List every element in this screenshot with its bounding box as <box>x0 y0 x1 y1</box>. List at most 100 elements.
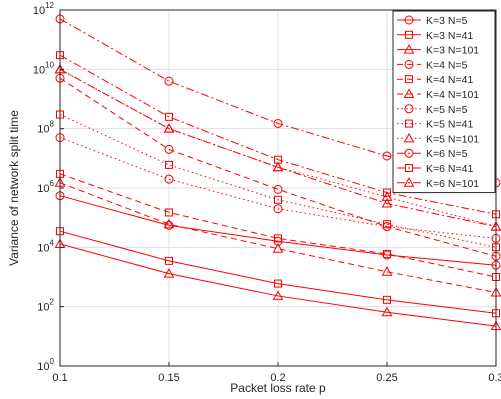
data-point-marker <box>383 188 391 197</box>
data-point-marker <box>404 104 414 114</box>
data-point-marker <box>404 148 414 158</box>
data-point-marker <box>381 306 393 317</box>
series-line <box>59 195 497 266</box>
data-point-marker <box>382 151 392 161</box>
series-line <box>59 173 497 278</box>
series-line <box>59 68 497 228</box>
y-tick-label: 1010 <box>33 60 55 76</box>
data-point-marker <box>272 161 284 172</box>
y-tick-label: 106 <box>37 179 54 195</box>
data-point-marker <box>164 174 174 184</box>
legend-label: K=4 N=41 <box>426 74 473 86</box>
legend-entry: K=4 N=41 <box>397 74 473 86</box>
legend-box <box>392 10 496 194</box>
y-tick-base: 10 <box>33 64 45 76</box>
data-point-marker <box>163 218 175 229</box>
y-tick-label: 1012 <box>33 1 55 17</box>
series-line <box>59 18 497 184</box>
data-point-marker <box>383 295 391 304</box>
legend-label: K=6 N=5 <box>426 148 468 160</box>
y-tick-base: 10 <box>37 124 49 136</box>
data-point-marker <box>272 290 284 300</box>
y-axis-label: Variance of network split time <box>7 110 21 266</box>
legend-label: K=4 N=101 <box>426 89 479 101</box>
data-point-marker <box>405 75 413 84</box>
data-point-marker <box>165 208 173 217</box>
y-tick-exponent: 4 <box>50 238 55 247</box>
legend-entry: K=5 N=5 <box>397 104 468 116</box>
legend-label: K=4 N=5 <box>426 59 468 71</box>
legend-entry: K=3 N=5 <box>397 15 468 27</box>
data-point-marker <box>164 144 174 154</box>
y-tick-exponent: 10 <box>45 60 54 69</box>
series-line <box>59 114 497 248</box>
legend-label: K=6 N=41 <box>426 163 473 175</box>
data-point-marker <box>274 279 282 288</box>
data-point-marker <box>404 59 414 69</box>
x-tick-label: 0.3 <box>488 372 501 384</box>
x-tick-label: 0.15 <box>158 372 179 384</box>
data-point-marker <box>383 249 391 258</box>
series-line <box>59 54 497 215</box>
data-point-marker <box>273 184 283 194</box>
y-tick-base: 10 <box>37 302 49 314</box>
data-point-marker <box>405 30 413 39</box>
legend-label: K=5 N=5 <box>426 104 468 116</box>
legend: K=3 N=5 K=3 N=41 K=3 N=101 K=4 N=5 K=4 N=41 K… <box>392 10 496 194</box>
legend-entry: K=6 N=41 <box>397 163 473 175</box>
y-tick-base: 10 <box>37 183 49 195</box>
legend-entry: K=6 N=5 <box>397 148 468 160</box>
data-point-marker <box>405 119 413 128</box>
x-axis-label: Packet loss rate p <box>230 381 326 395</box>
y-tick-base: 10 <box>37 242 49 254</box>
data-point-marker <box>273 118 283 128</box>
data-point-marker <box>404 15 414 25</box>
series-line <box>59 243 497 327</box>
data-point-marker <box>403 44 415 54</box>
data-point-marker <box>274 234 282 243</box>
legend-entry: K=5 N=101 <box>397 132 479 145</box>
data-point-marker <box>164 76 174 86</box>
data-point-marker <box>165 256 173 265</box>
y-tick-exponent: 6 <box>50 179 55 188</box>
legend-label: K=3 N=5 <box>426 15 468 27</box>
y-tick-label: 100 <box>37 357 54 373</box>
data-point-marker <box>381 197 393 208</box>
legend-entry: K=3 N=101 <box>397 44 479 57</box>
legend-entry: K=4 N=5 <box>397 59 468 71</box>
data-point-marker <box>381 266 393 276</box>
legend-label: K=3 N=101 <box>426 45 479 57</box>
y-tick-label: 108 <box>37 120 54 136</box>
series-group <box>54 238 501 331</box>
legend-label: K=6 N=101 <box>426 178 479 190</box>
x-tick-label: 0.2 <box>270 372 285 384</box>
legend-entry: K=3 N=41 <box>397 30 473 42</box>
y-tick-base: 10 <box>37 361 49 373</box>
y-tick-label: 104 <box>37 238 54 254</box>
data-point-marker <box>403 177 415 187</box>
x-tick-label: 0.1 <box>52 372 67 384</box>
data-point-marker <box>165 112 173 121</box>
legend-entry: K=5 N=41 <box>397 119 473 131</box>
series-line <box>59 68 497 228</box>
legend-label: K=5 N=101 <box>426 133 479 145</box>
data-point-marker <box>163 268 175 278</box>
data-point-marker <box>274 195 282 204</box>
data-point-marker <box>403 132 415 143</box>
x-tick-label: 0.25 <box>376 372 397 384</box>
data-point-marker <box>383 220 391 229</box>
y-tick-exponent: 0 <box>50 357 55 366</box>
data-point-marker <box>273 204 283 214</box>
data-point-marker <box>405 164 413 172</box>
data-point-marker <box>403 88 415 98</box>
legend-label: K=5 N=41 <box>426 119 473 131</box>
y-tick-base: 10 <box>33 5 45 17</box>
legend-entry: K=6 N=101 <box>397 177 479 190</box>
series-line <box>59 137 497 239</box>
data-point-marker <box>163 123 175 133</box>
y-tick-exponent: 8 <box>50 120 55 129</box>
data-point-marker <box>165 160 173 169</box>
legend-entry: K=4 N=101 <box>397 88 479 101</box>
